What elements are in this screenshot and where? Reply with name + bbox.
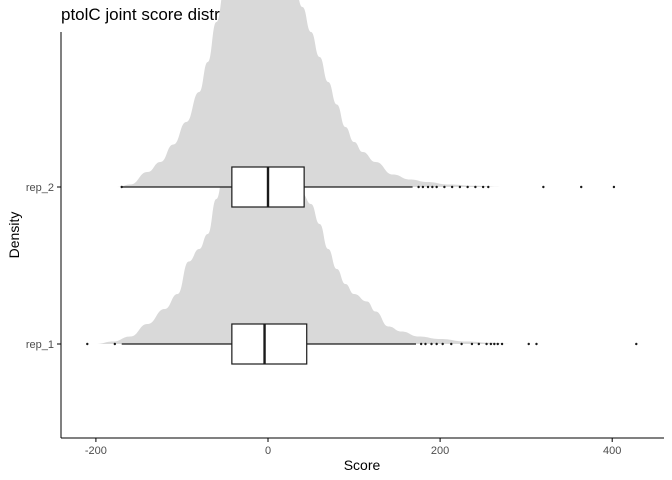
outlier-point [635, 342, 638, 346]
y-tick-label: rep_2 [26, 182, 54, 194]
outlier-point [431, 185, 434, 189]
outlier-point [458, 185, 462, 189]
x-axis-title: Score [344, 457, 381, 473]
density-ridge-rep_2 [117, 0, 501, 187]
outlier-point [580, 185, 583, 189]
outlier-point [485, 342, 488, 346]
outlier-point [527, 342, 530, 346]
y-axis-title: Density [6, 212, 22, 259]
x-tick-label: 400 [603, 445, 621, 457]
outlier-point [535, 342, 538, 346]
outlier-point [481, 185, 485, 189]
outlier-point [450, 342, 453, 346]
series-rep_1 [86, 114, 638, 365]
outlier-point [417, 185, 420, 189]
chart-title: ptolC joint score distribution [61, 5, 270, 24]
outlier-point [421, 185, 425, 189]
outlier-point [500, 342, 504, 346]
outlier-point [426, 185, 430, 189]
outlier-point [489, 342, 493, 346]
outlier-point [419, 342, 423, 346]
outlier-point [430, 342, 433, 346]
outlier-point [493, 342, 496, 346]
outlier-point [612, 185, 616, 189]
outlier-point [470, 342, 474, 346]
outlier-point [460, 342, 463, 346]
outlier-point [86, 342, 89, 346]
plot-area [86, 0, 638, 365]
box-rep_1 [231, 323, 308, 365]
y-axis-ticks: rep_1 rep_2 [26, 182, 61, 351]
outlier-point [443, 185, 446, 189]
outlier-point [542, 185, 545, 189]
outlier-point [435, 342, 438, 346]
outlier-point [441, 342, 444, 346]
outlier-point [477, 342, 481, 346]
outlier-point [450, 185, 454, 189]
outlier-point [113, 342, 117, 346]
outlier-point [496, 342, 499, 346]
outlier-point [487, 185, 490, 189]
outlier-point [435, 185, 438, 189]
outlier-point [424, 342, 427, 346]
outlier-point [466, 185, 469, 189]
x-tick-label: 200 [431, 445, 449, 457]
y-tick-label: rep_1 [26, 339, 54, 351]
series-rep_2 [117, 0, 616, 208]
density-ridge-rep_1 [95, 114, 509, 344]
x-axis-ticks: -200 0 200 400 [85, 438, 621, 457]
outlier-point [474, 185, 477, 189]
x-tick-label: 0 [265, 445, 271, 457]
x-tick-label: -200 [85, 445, 107, 457]
outlier-point [120, 185, 123, 189]
